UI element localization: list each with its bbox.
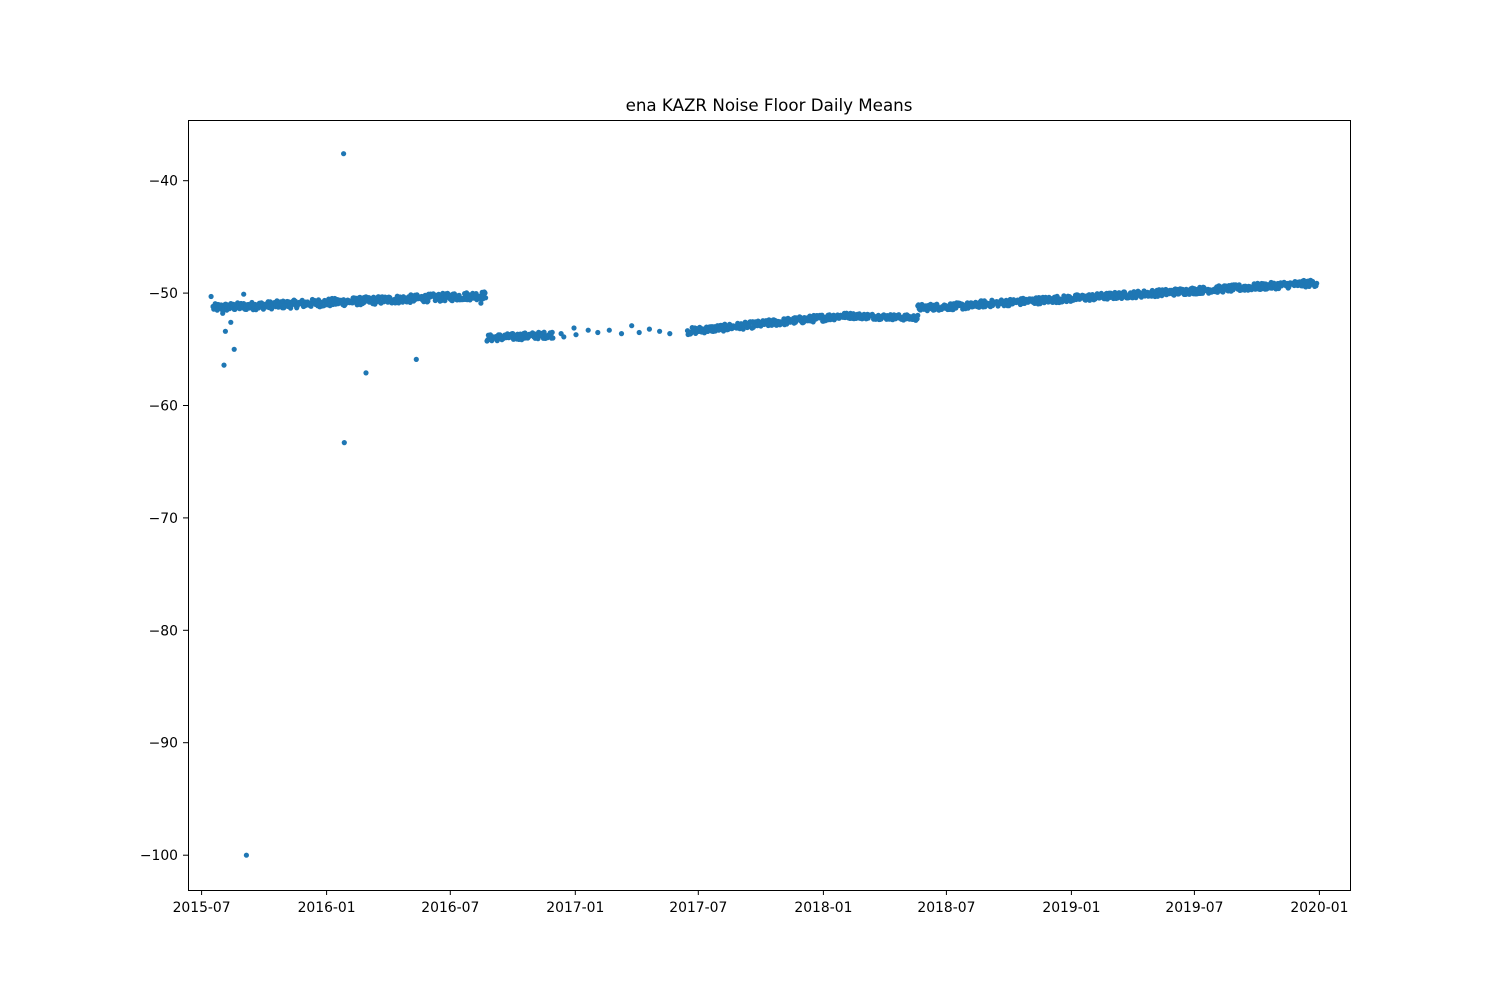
- plot-frame: [188, 120, 1351, 891]
- data-point: [595, 329, 601, 336]
- data-point: [241, 291, 247, 297]
- x-tick-label: 2016-07: [421, 900, 479, 916]
- data-point: [646, 326, 653, 332]
- data-point: [221, 362, 227, 368]
- x-tick-label: 2015-07: [173, 900, 231, 916]
- data-point: [210, 304, 216, 310]
- data-point: [618, 331, 625, 337]
- data-point: [231, 346, 237, 352]
- data-point: [657, 328, 663, 334]
- y-axis: −40 −50 −60 −70 −80 −90 −100: [140, 174, 188, 864]
- chart-title: ena KAZR Noise Floor Daily Means: [626, 95, 913, 115]
- data-point: [549, 329, 555, 335]
- data-point: [222, 328, 228, 334]
- data-point: [341, 151, 347, 157]
- x-tick-label: 2019-01: [1042, 900, 1100, 916]
- data-point: [667, 331, 673, 337]
- data-point: [425, 298, 431, 304]
- y-tick-label: −100: [140, 848, 178, 864]
- data-point: [561, 334, 567, 340]
- y-tick-label: −70: [149, 511, 178, 527]
- data-points: [208, 151, 1320, 858]
- x-axis: 2015-07 2016-01 2016-07 2017-01 2017-07 2018-…: [173, 890, 1348, 916]
- y-tick-label: −50: [149, 286, 178, 302]
- data-point: [606, 327, 612, 333]
- data-point: [341, 440, 347, 446]
- x-tick-label: 2020-01: [1290, 900, 1348, 916]
- x-tick-label: 2017-07: [669, 900, 727, 916]
- data-point: [208, 293, 214, 300]
- data-point: [550, 335, 556, 341]
- y-tick-label: −80: [149, 623, 178, 639]
- data-point: [243, 852, 249, 858]
- y-tick-label: −90: [149, 736, 178, 752]
- data-point: [482, 290, 488, 296]
- data-point: [629, 323, 635, 329]
- data-point: [585, 327, 591, 333]
- y-tick-label: −40: [149, 174, 178, 190]
- data-point: [363, 370, 369, 376]
- data-point: [1314, 280, 1320, 286]
- y-tick-label: −60: [149, 399, 178, 415]
- data-point: [387, 295, 393, 301]
- data-point: [573, 332, 579, 338]
- data-point: [228, 319, 234, 325]
- data-point: [220, 310, 226, 316]
- x-tick-label: 2019-07: [1165, 900, 1223, 916]
- x-tick-label: 2018-07: [917, 900, 975, 916]
- data-point: [636, 329, 642, 336]
- x-tick-label: 2017-01: [546, 900, 604, 916]
- data-point: [483, 295, 489, 301]
- data-point: [571, 325, 577, 331]
- x-tick-label: 2016-01: [298, 900, 356, 916]
- x-tick-label: 2018-01: [794, 900, 852, 916]
- data-point: [413, 356, 419, 362]
- data-point: [915, 312, 921, 318]
- data-point: [478, 300, 484, 306]
- data-point: [1037, 301, 1043, 307]
